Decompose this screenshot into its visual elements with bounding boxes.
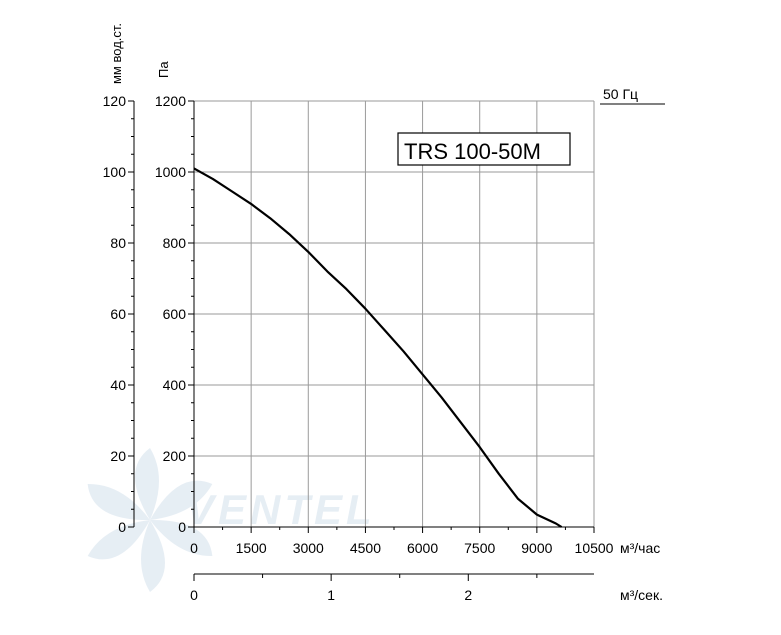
pa-tick-label: 600 (163, 306, 187, 322)
model-label-box (397, 132, 571, 166)
flow-tick-label: 7500 (464, 540, 495, 556)
flow-tick-label: 3000 (293, 540, 324, 556)
pa-axis-unit-label: Па (156, 61, 171, 78)
model-label: TRS 100-50M (404, 139, 541, 164)
flow-tick-label: 6000 (407, 540, 438, 556)
performance-curve (193, 167, 563, 528)
pa-tick-label: 1000 (155, 164, 186, 180)
watermark-fan-blade (87, 520, 150, 560)
mm-tick-label: 40 (110, 377, 126, 393)
mm-tick-label: 100 (103, 164, 127, 180)
pa-tick-label: 800 (163, 235, 187, 251)
ventel-watermark-logo: VENTEL (87, 448, 376, 592)
watermark-text: VENTEL (186, 486, 376, 533)
mm-axis-unit-label: мм вод.ст. (109, 23, 124, 84)
pa-tick-label: 0 (178, 519, 186, 535)
mm-tick-label: 20 (110, 448, 126, 464)
mm-tick-label: 60 (110, 306, 126, 322)
flow-tick-label: 0 (190, 540, 198, 556)
mm-tick-label: 120 (103, 93, 127, 109)
flow-sec-axis-unit-label: м³/сек. (620, 587, 663, 603)
flow-sec-tick-label: 2 (464, 587, 472, 603)
watermark-fan-blade (150, 519, 213, 557)
pa-tick-label: 400 (163, 377, 187, 393)
watermark-fan-icon (87, 448, 213, 592)
pa-tick-label: 200 (163, 448, 187, 464)
watermark-fan-blade (150, 480, 213, 520)
flow-sec-tick-label: 0 (190, 587, 198, 603)
flow-tick-label: 4500 (350, 540, 381, 556)
mm-tick-label: 80 (110, 235, 126, 251)
mm-tick-label: 0 (118, 519, 126, 535)
flow-tick-label: 9000 (521, 540, 552, 556)
flow-tick-label: 1500 (236, 540, 267, 556)
watermark-fan-blade (135, 448, 159, 520)
watermark-fan-blade (141, 520, 165, 592)
pa-tick-label: 1200 (155, 93, 186, 109)
frequency-label: 50 Гц (603, 86, 638, 102)
flow-tick-label: 10500 (575, 540, 614, 556)
flow-axis-unit-label: м³/час (620, 540, 660, 556)
flow-sec-tick-label: 1 (327, 587, 335, 603)
